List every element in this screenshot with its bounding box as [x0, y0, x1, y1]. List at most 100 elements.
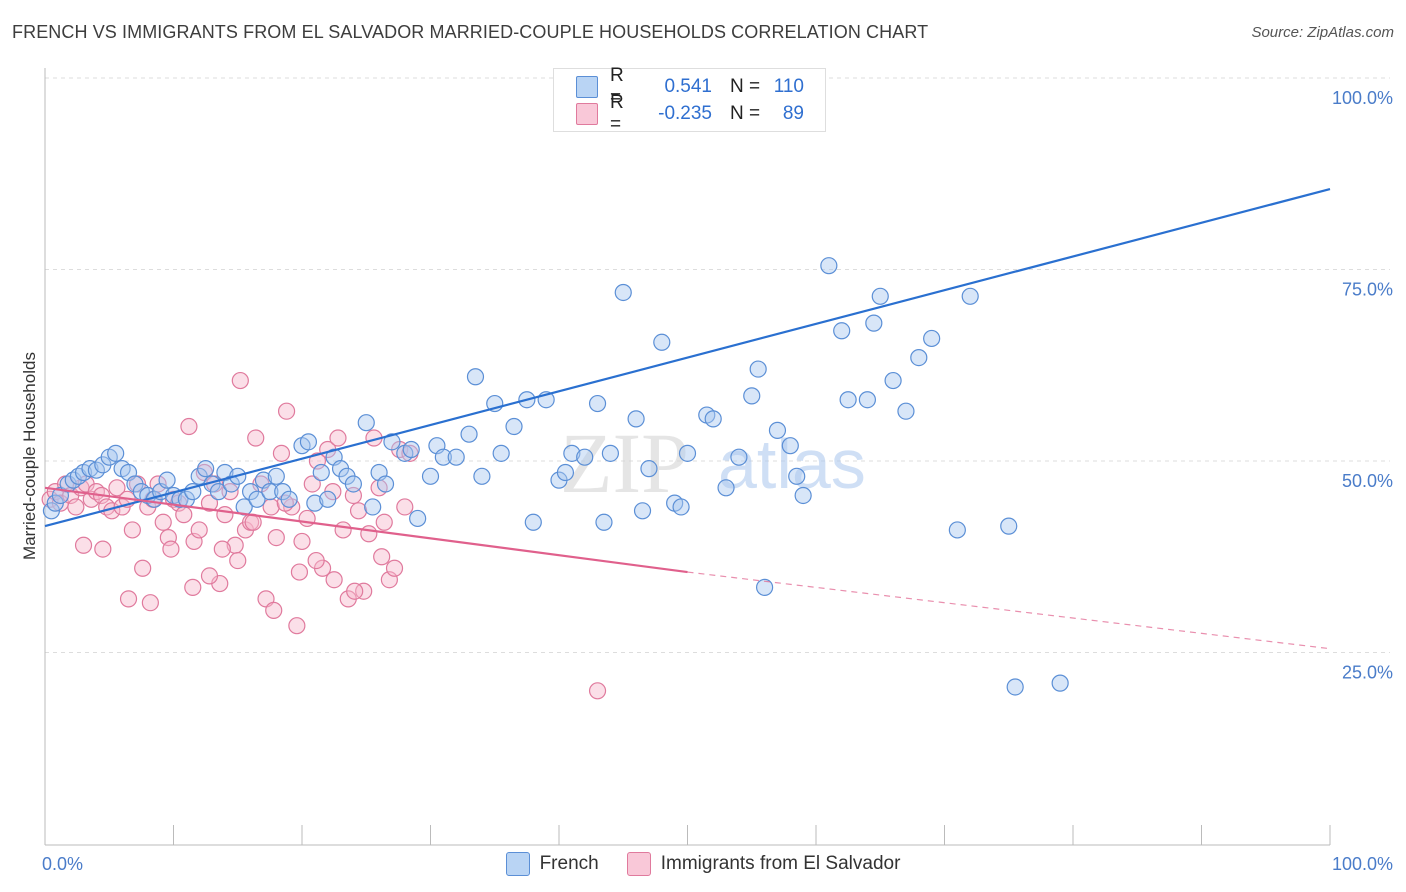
legend-row-french: R = 0.541 N = 110 — [576, 65, 804, 108]
french-point — [197, 460, 215, 478]
salvador-point — [67, 498, 85, 516]
french-point — [678, 444, 697, 462]
french-point — [261, 483, 279, 501]
salvador-point — [231, 371, 249, 390]
french-point — [788, 467, 806, 485]
french-point — [672, 498, 690, 516]
legend-item-salvador[interactable]: Immigrants from El Salvador — [626, 852, 901, 876]
salvador-point — [141, 594, 159, 612]
french-legend-swatch — [505, 852, 530, 876]
salvador-point — [346, 582, 364, 600]
french-n-label: N = — [730, 76, 761, 97]
french-point — [319, 490, 337, 508]
gridlines — [45, 77, 1390, 653]
french-point — [865, 314, 883, 332]
salvador-point — [119, 590, 138, 608]
french-point — [717, 479, 735, 497]
french-point — [730, 448, 748, 466]
french-point — [409, 509, 427, 528]
salvador-point — [247, 429, 265, 447]
salvador-point — [396, 498, 414, 516]
french-point — [460, 425, 478, 443]
french-point — [768, 421, 787, 439]
salvador-point — [180, 417, 198, 436]
french-point — [743, 387, 761, 405]
salvador-point — [290, 563, 309, 581]
salvador-point — [373, 548, 391, 566]
french-point — [492, 444, 510, 462]
french-n-value: 110 — [773, 76, 804, 97]
french-point — [524, 513, 542, 531]
french-point — [376, 475, 395, 493]
french-point — [948, 521, 966, 539]
french-point — [505, 417, 523, 436]
french-point — [871, 287, 889, 305]
french-point — [248, 490, 266, 508]
tick-labels: 25.0% 50.0% 75.0% 100.0% 0.0% 100.0% — [42, 88, 1393, 874]
french-point — [473, 467, 491, 485]
french-point — [595, 513, 613, 531]
french-point — [563, 444, 581, 462]
salvador-point — [123, 521, 141, 539]
salvador-point — [175, 506, 193, 524]
french-point — [820, 257, 838, 275]
salvador-point — [74, 536, 93, 554]
y-tick-label: 50.0% — [1342, 471, 1393, 491]
french-point — [961, 287, 979, 305]
y-tick-label: 25.0% — [1342, 663, 1393, 683]
french-point — [466, 368, 485, 386]
french-point — [556, 463, 575, 482]
salvador-point — [267, 528, 285, 547]
salvador-n-value: 89 — [782, 103, 804, 124]
french-point — [107, 444, 125, 462]
salvador-point — [375, 513, 393, 531]
legend-item-french[interactable]: French — [505, 852, 599, 876]
x-tick-label: 100.0% — [1332, 854, 1393, 874]
source-label: Source: ZipAtlas.com — [1251, 24, 1394, 41]
french-point — [653, 333, 671, 351]
french-point — [364, 498, 382, 516]
french-point — [794, 486, 812, 505]
watermark: ZIP atlas — [560, 415, 866, 511]
salvador-legend-label: Immigrants from El Salvador — [660, 853, 901, 874]
french-point — [1000, 517, 1018, 535]
salvador-point — [229, 551, 247, 570]
salvador-point — [588, 682, 607, 700]
french-point — [833, 322, 851, 340]
french-r-value: 0.541 — [664, 76, 712, 97]
french-point — [402, 440, 420, 459]
y-tick-label: 75.0% — [1342, 280, 1393, 300]
salvador-point — [325, 571, 343, 589]
french-point — [858, 391, 877, 409]
salvador-trend-extension — [687, 571, 1331, 650]
french-point — [704, 410, 722, 428]
french-point — [633, 502, 652, 520]
french-point — [749, 360, 767, 378]
salvador-points — [41, 371, 607, 700]
salvador-point — [355, 582, 373, 600]
salvador-point — [288, 617, 306, 635]
french-point — [884, 371, 902, 390]
french-point — [357, 414, 375, 432]
legend-row-salvador: R = -0.235 N = 89 — [576, 92, 804, 135]
axes — [44, 68, 1331, 846]
french-point — [299, 433, 318, 451]
salvador-point — [154, 513, 172, 531]
salvador-point — [200, 494, 219, 512]
salvador-point — [329, 429, 347, 447]
salvador-point — [385, 559, 404, 577]
salvador-point — [298, 509, 316, 528]
french-point — [447, 448, 465, 466]
salvador-point — [307, 551, 325, 570]
french-swatch — [576, 76, 598, 98]
salvador-point — [94, 540, 112, 558]
french-point — [910, 348, 928, 367]
salvador-point — [200, 567, 219, 585]
salvador-point — [360, 525, 378, 543]
french-point — [344, 475, 362, 493]
french-point — [81, 460, 99, 478]
french-point — [421, 467, 440, 485]
salvador-point — [272, 444, 291, 462]
watermark-zip: ZIP — [560, 415, 689, 511]
salvador-n-label: N = — [730, 103, 761, 124]
